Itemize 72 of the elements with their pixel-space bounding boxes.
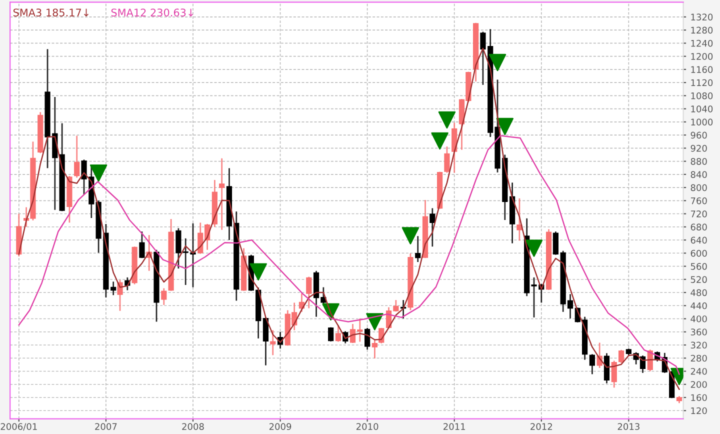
x-tick-label: 2011 bbox=[444, 423, 466, 430]
candlestick bbox=[219, 158, 225, 231]
y-tick-label: 600 bbox=[690, 250, 707, 257]
point bbox=[438, 111, 456, 129]
y-tick-label: 360 bbox=[690, 328, 707, 336]
candlestick bbox=[415, 235, 421, 263]
candlestick bbox=[139, 230, 145, 259]
y-tick-label: 1040 bbox=[691, 106, 713, 112]
candlestick bbox=[176, 228, 182, 270]
y-tick-label: 240 bbox=[690, 368, 707, 375]
y-tick-label: 1240 bbox=[691, 40, 713, 47]
y-tick-label: 480 bbox=[690, 289, 707, 296]
y-tick-label: 1160 bbox=[691, 66, 713, 73]
point bbox=[431, 132, 448, 150]
y-tick-label: 1280 bbox=[691, 26, 713, 34]
point bbox=[496, 118, 514, 136]
candlestick bbox=[552, 230, 559, 256]
y-tick-label: 640 bbox=[690, 236, 707, 244]
y-tick-label: 1080 bbox=[691, 92, 713, 100]
y-tick-label: 920 bbox=[690, 144, 707, 152]
text: SMA12 230.63↓ bbox=[111, 8, 194, 16]
candlestick bbox=[306, 276, 312, 309]
point bbox=[250, 263, 267, 280]
y-tick-label: 520 bbox=[690, 276, 707, 283]
candlestick bbox=[589, 353, 595, 375]
y-tick-label: 760 bbox=[690, 197, 707, 204]
candlestick bbox=[430, 208, 436, 248]
point bbox=[402, 227, 420, 244]
y-tick-label: 1000 bbox=[691, 118, 713, 126]
candlestick bbox=[74, 134, 80, 178]
point bbox=[525, 240, 543, 257]
x-tick-label: 2006/01 bbox=[0, 423, 37, 431]
y-tick-label: 280 bbox=[690, 354, 707, 362]
y-tick-label: 200 bbox=[690, 381, 707, 388]
candlestick bbox=[328, 326, 334, 342]
y-tick-label: 440 bbox=[690, 302, 707, 310]
y-tick-label: 120 bbox=[691, 407, 707, 414]
y-tick-label: 1320 bbox=[691, 14, 713, 20]
x-tick-label: 2009 bbox=[269, 423, 292, 430]
candlestick bbox=[516, 198, 522, 242]
point bbox=[488, 54, 506, 72]
candlestick bbox=[604, 352, 610, 384]
y-tick-label: 720 bbox=[690, 210, 707, 218]
y-tick-label: 560 bbox=[690, 262, 707, 270]
candlestick bbox=[618, 349, 624, 364]
candlestick bbox=[262, 316, 269, 366]
y-tick-label: 320 bbox=[690, 342, 707, 349]
y-tick-label: 400 bbox=[690, 315, 707, 322]
x-tick-label: 2012 bbox=[530, 423, 552, 430]
y-tick-label: 800 bbox=[690, 184, 707, 192]
point bbox=[90, 164, 108, 182]
candlestick bbox=[444, 146, 450, 174]
candlestick bbox=[611, 360, 617, 388]
y-tick-label: 160 bbox=[691, 394, 707, 402]
y-tick-label: 680 bbox=[690, 224, 707, 230]
y-tick-label: 880 bbox=[690, 158, 707, 165]
candlestick bbox=[270, 330, 276, 356]
text: SMA3 185.17↓ bbox=[13, 8, 88, 16]
x-tick-label: 2007 bbox=[95, 423, 117, 430]
y-tick-label: 960 bbox=[690, 132, 707, 139]
candlestick bbox=[452, 122, 458, 174]
x-tick-label: 2008 bbox=[182, 423, 204, 430]
candlestick bbox=[161, 288, 167, 306]
candlestick bbox=[117, 279, 123, 312]
x-tick-label: 2013 bbox=[618, 423, 640, 430]
y-tick-label: 1200 bbox=[691, 53, 713, 60]
candlestick bbox=[110, 280, 116, 296]
candlestick bbox=[335, 324, 342, 342]
y-tick-label: 1120 bbox=[691, 79, 713, 86]
candlestick bbox=[372, 339, 378, 360]
x-tick-label: 2010 bbox=[356, 423, 378, 430]
y-tick-label: 840 bbox=[690, 171, 707, 178]
